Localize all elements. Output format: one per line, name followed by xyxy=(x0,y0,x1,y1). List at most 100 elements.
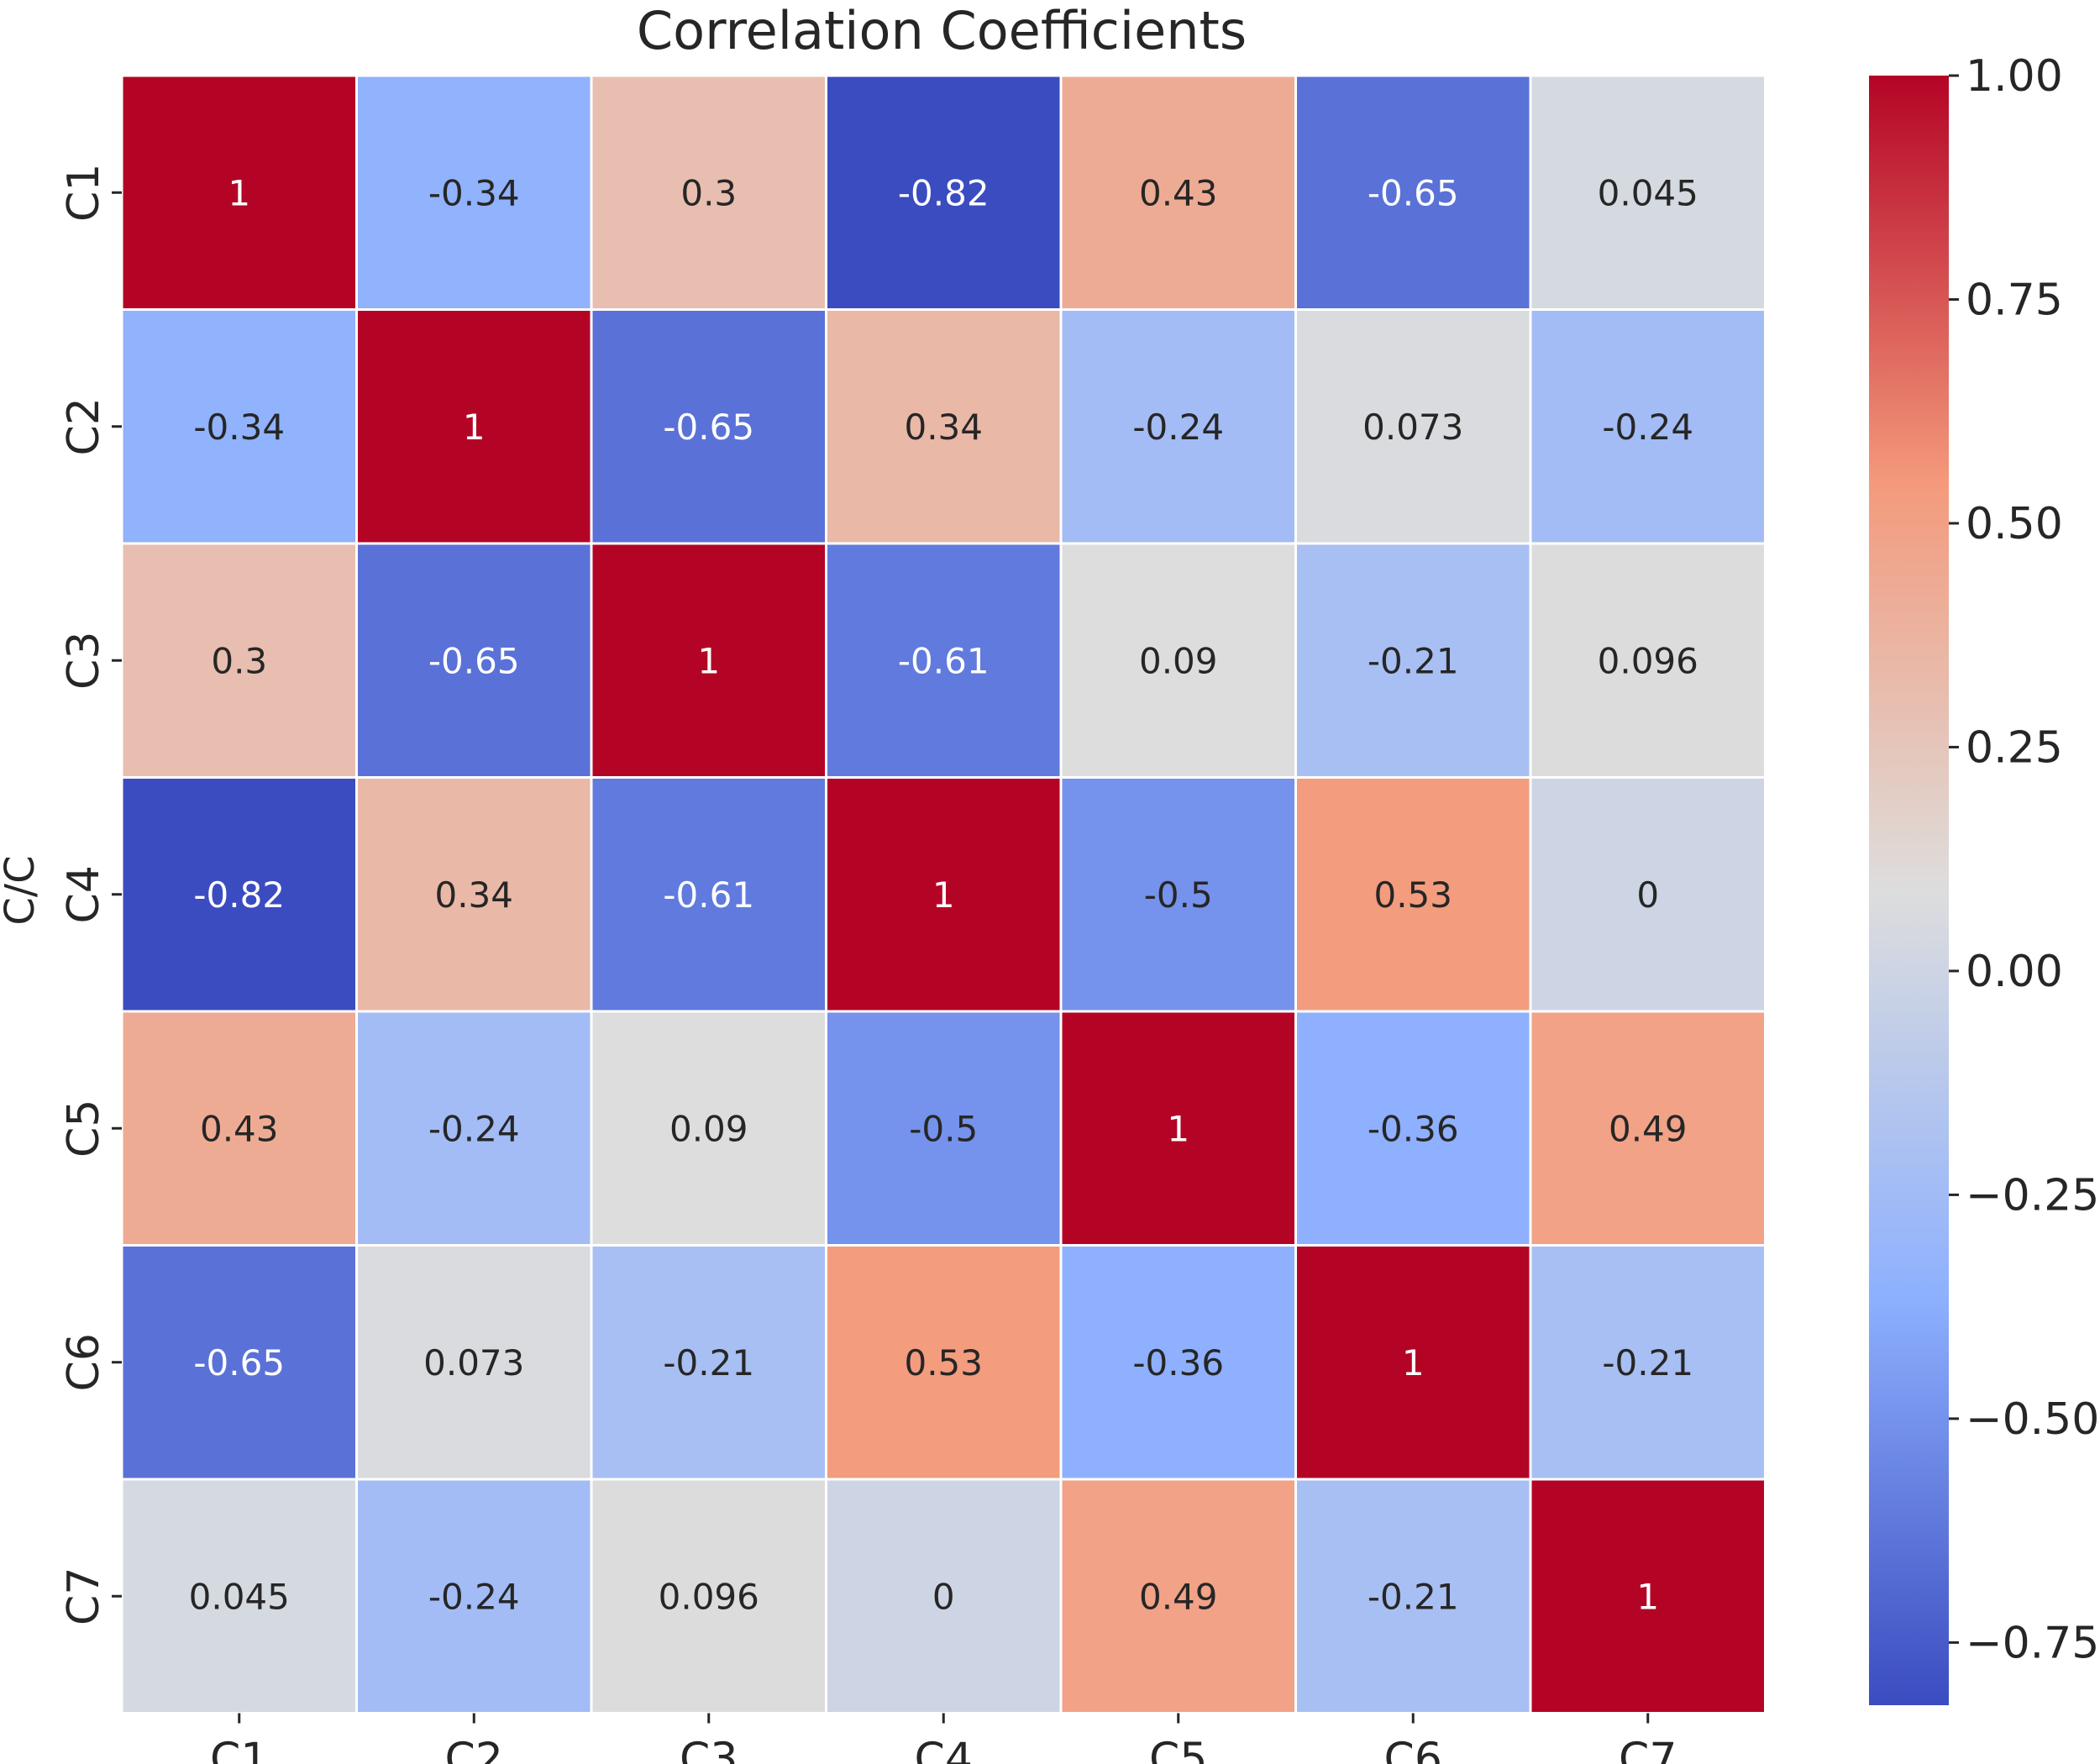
cell-value-label: 0.43 xyxy=(1139,172,1218,213)
x-axis-ticks: C1 C2 C3 C4 C5 C6 C7 xyxy=(210,1713,1677,1764)
cell-value-label: 0.073 xyxy=(423,1342,524,1383)
cell-value-label: 0.49 xyxy=(1609,1108,1688,1149)
heatmap-cell xyxy=(590,74,827,311)
heatmap-cell xyxy=(1529,1478,1767,1714)
cell-value-label: -0.21 xyxy=(663,1342,754,1383)
colorbar-tick-label: −0.25 xyxy=(1966,1170,2099,1221)
colorbar: 1.00 0.75 0.50 0.25 0.00 −0.25 −0.50 −0.75 xyxy=(1869,51,2099,1705)
cell-value-label: -0.24 xyxy=(428,1108,520,1149)
cell-value-label: -0.82 xyxy=(898,172,990,213)
cell-value-label: 1 xyxy=(932,874,955,916)
heatmap-cell xyxy=(355,74,593,311)
heatmap-cell xyxy=(1294,542,1532,779)
x-tick-label: C3 xyxy=(680,1735,738,1764)
cell-value-label: -0.21 xyxy=(1368,1576,1459,1617)
y-axis-ticks: C1 C2 C3 C4 C5 C6 C7 xyxy=(59,164,122,1625)
cell-value-label: -0.5 xyxy=(1144,874,1213,916)
colorbar-tick-label: 1.00 xyxy=(1966,51,2063,102)
cell-value-label: -0.61 xyxy=(663,874,754,916)
cell-value-label: -0.65 xyxy=(428,640,520,681)
cell-value-label: -0.34 xyxy=(193,407,285,448)
cell-value-label: 0 xyxy=(932,1576,955,1617)
heatmap-cell xyxy=(825,542,1063,779)
heatmap-cell xyxy=(590,542,827,779)
heatmap-cell xyxy=(1294,1478,1532,1714)
heatmap-cell xyxy=(1059,308,1297,545)
cell-value-label: 0.43 xyxy=(200,1108,279,1149)
cell-value-label: -0.5 xyxy=(909,1108,978,1149)
cell-value-label: 0.073 xyxy=(1362,407,1463,448)
cell-value-label: 0 xyxy=(1636,874,1659,916)
heatmap-cell xyxy=(825,74,1063,311)
cell-value-label: -0.65 xyxy=(193,1342,285,1383)
cell-value-label: -0.21 xyxy=(1368,640,1459,681)
heatmap-cell xyxy=(1294,74,1532,311)
y-tick-label: C7 xyxy=(59,1567,109,1625)
heatmap-cell xyxy=(1529,308,1767,545)
x-tick-label: C7 xyxy=(1619,1735,1677,1764)
cell-value-label: 0.096 xyxy=(1598,640,1698,681)
y-axis-label: C/C xyxy=(0,855,44,925)
cell-value-label: -0.36 xyxy=(1368,1108,1459,1149)
cell-value-label: 0.49 xyxy=(1139,1576,1218,1617)
cell-value-label: -0.65 xyxy=(663,407,754,448)
heatmap-cell xyxy=(825,1244,1063,1481)
cell-value-label: 0.53 xyxy=(1373,874,1452,916)
y-tick-label: C4 xyxy=(59,865,109,923)
x-tick-label: C5 xyxy=(1149,1735,1207,1764)
y-tick-label: C2 xyxy=(59,397,109,455)
cell-value-label: 1 xyxy=(463,407,486,448)
heatmap-cell xyxy=(590,308,827,545)
y-tick-label: C1 xyxy=(59,164,109,222)
cell-value-label: 0.3 xyxy=(680,172,737,213)
heatmap-cell xyxy=(120,1244,358,1481)
colorbar-tick-label: −0.75 xyxy=(1966,1618,2099,1668)
cell-value-label: 1 xyxy=(228,172,250,213)
heatmap-cell xyxy=(1059,542,1297,779)
cell-value-label: 0.09 xyxy=(1139,640,1218,681)
heatmap-cell xyxy=(1529,1010,1767,1247)
cell-value-label: 1 xyxy=(697,640,720,681)
cell-value-label: 0.096 xyxy=(659,1576,759,1617)
heatmap-cell xyxy=(1059,1478,1297,1714)
cell-value-label: -0.36 xyxy=(1132,1342,1224,1383)
heatmap-cell xyxy=(1529,776,1767,1013)
chart-title: Correlation Coefficients xyxy=(637,0,1247,61)
colorbar-tick-label: 0.00 xyxy=(1966,947,2063,997)
cell-value-label: 0.53 xyxy=(904,1342,983,1383)
heatmap-cell xyxy=(590,1010,827,1247)
heatmap-cell xyxy=(1059,1244,1297,1481)
heatmap-cells: 1 -0.34 0.3 -0.82 0.43 -0.65 0.045 -0.34 1 -0.65 0… xyxy=(120,74,1767,1714)
x-tick-label: C1 xyxy=(210,1735,268,1764)
heatmap-cell xyxy=(590,1244,827,1481)
heatmap-cell xyxy=(120,1010,358,1247)
heatmap-cell xyxy=(1529,1244,1767,1481)
heatmap-cell xyxy=(120,74,358,311)
colorbar-tick-label: 0.25 xyxy=(1966,722,2063,773)
y-tick-label: C5 xyxy=(59,1100,109,1158)
heatmap-cell xyxy=(1294,776,1532,1013)
y-tick-label: C6 xyxy=(59,1333,109,1391)
heatmap-cell xyxy=(120,542,358,779)
colorbar-tick-label: 0.50 xyxy=(1966,499,2063,549)
cell-value-label: -0.65 xyxy=(1368,172,1459,213)
heatmap-cell xyxy=(120,1478,358,1714)
cell-value-label: 1 xyxy=(1402,1342,1425,1383)
heatmap-cell xyxy=(120,776,358,1013)
heatmap-cell xyxy=(825,776,1063,1013)
cell-value-label: -0.24 xyxy=(1132,407,1224,448)
x-tick-label: C4 xyxy=(915,1735,973,1764)
cell-value-label: -0.24 xyxy=(428,1576,520,1617)
colorbar-gradient xyxy=(1869,76,1949,1705)
heatmap-cell xyxy=(1294,308,1532,545)
cell-value-label: 0.34 xyxy=(434,874,513,916)
heatmap-cell xyxy=(825,1478,1063,1714)
cell-value-label: 1 xyxy=(1636,1576,1659,1617)
cell-value-label: -0.34 xyxy=(428,172,520,213)
cell-value-label: 0.045 xyxy=(189,1576,290,1617)
heatmap-cell xyxy=(1529,542,1767,779)
cell-value-label: 0.09 xyxy=(669,1108,748,1149)
y-tick-label: C3 xyxy=(59,632,109,690)
